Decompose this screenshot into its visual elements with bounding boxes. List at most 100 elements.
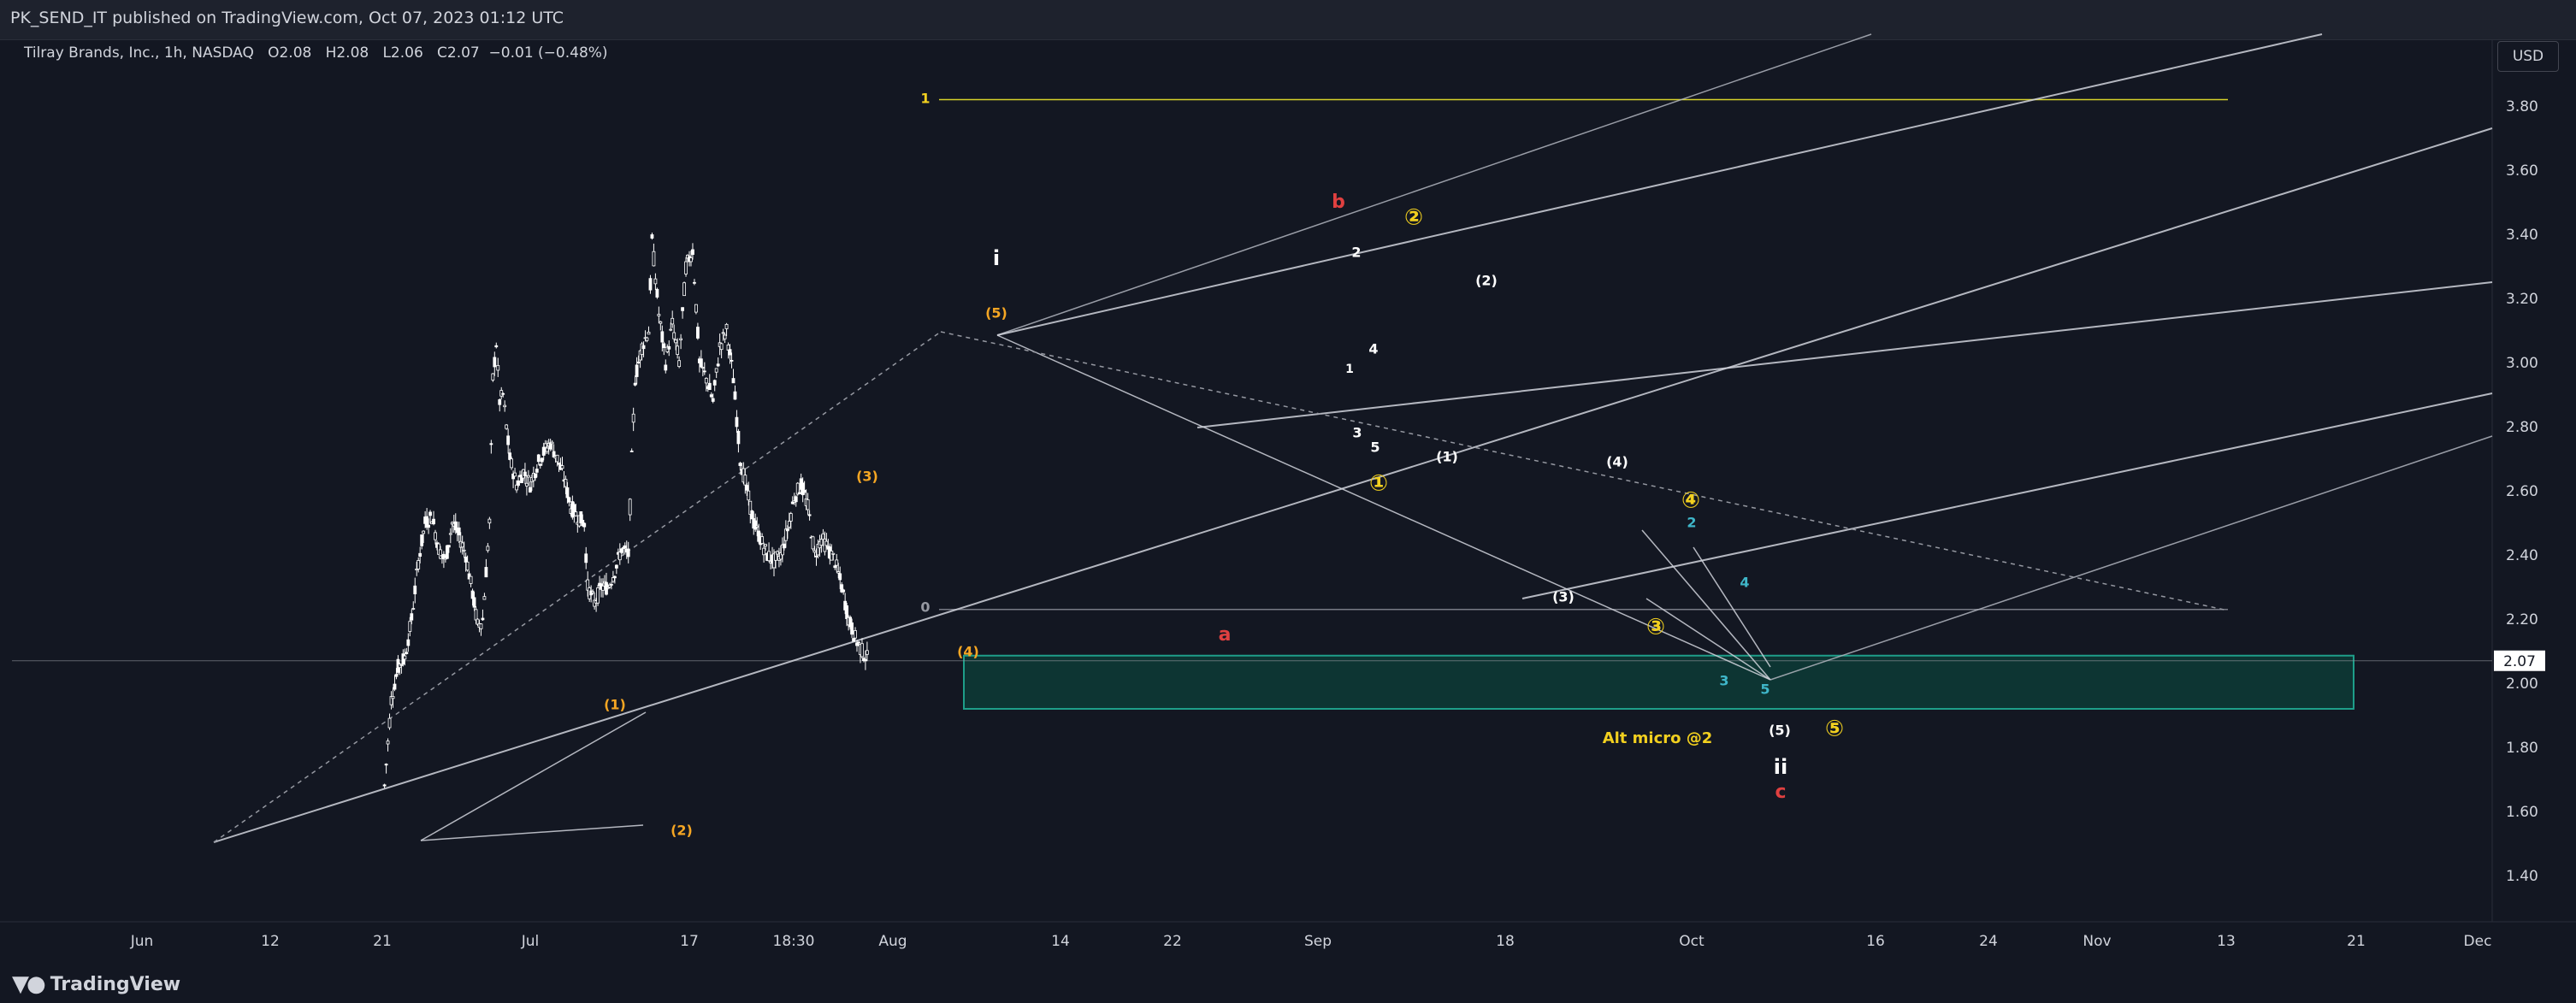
candle-body — [406, 639, 411, 646]
candle-body — [802, 490, 806, 493]
candle-body — [857, 641, 860, 644]
tradingview-logo[interactable]: ▼● TradingView — [12, 971, 180, 997]
x-tick-label: Jun — [130, 933, 154, 950]
candle-body — [648, 278, 653, 291]
candle-body — [659, 321, 663, 324]
open-label: O — [268, 44, 280, 62]
candle-body — [704, 377, 708, 384]
high-value: 2.08 — [336, 44, 369, 62]
candle-body — [682, 282, 686, 297]
candle-body — [513, 472, 517, 477]
candle-body — [481, 617, 485, 621]
candle-body — [387, 717, 392, 729]
candle-body — [543, 443, 547, 448]
candle-body — [494, 345, 499, 348]
candle-body — [631, 413, 635, 423]
candle-body — [794, 496, 798, 503]
currency-button[interactable]: USD — [2497, 41, 2559, 72]
candle-body — [552, 451, 556, 457]
candle-body — [707, 382, 712, 391]
candle-body — [755, 525, 759, 528]
candle-body — [669, 328, 673, 331]
y-tick-label: 3.60 — [2506, 162, 2538, 180]
candle-body — [523, 471, 527, 476]
candle-body — [747, 490, 751, 501]
candle-body — [641, 345, 646, 350]
trend-line — [1641, 529, 1771, 681]
x-tick-label: 24 — [1979, 933, 1998, 950]
candle-body — [864, 658, 867, 662]
x-tick-label: 12 — [261, 933, 280, 950]
candle-body — [681, 307, 684, 311]
candle-body — [465, 561, 470, 571]
candle-body — [833, 565, 837, 569]
y-tick-label: 2.40 — [2506, 547, 2538, 564]
y-tick-label: 3.00 — [2506, 355, 2538, 372]
candle-body — [764, 544, 767, 547]
x-tick-label: 22 — [1163, 933, 1182, 950]
x-tick-label: Oct — [1679, 933, 1705, 950]
trend-line — [420, 824, 644, 841]
wave-label: (5) — [1769, 723, 1791, 739]
candle-body — [700, 367, 705, 369]
candle-body — [510, 458, 513, 469]
candle-body — [831, 552, 836, 555]
candle-body — [410, 613, 414, 621]
candle-body — [691, 249, 694, 256]
wave-label: (2) — [1475, 273, 1498, 289]
candle-body — [728, 349, 732, 356]
candle-body — [689, 257, 693, 263]
candle-body — [852, 638, 855, 642]
trend-line — [1770, 435, 2493, 681]
wave-label: (5) — [985, 305, 1007, 322]
candle-body — [662, 343, 666, 349]
price-series — [382, 233, 869, 788]
candle-body — [814, 555, 818, 558]
candle-body — [445, 545, 449, 559]
candle-body — [714, 368, 718, 373]
y-tick-label: 2.60 — [2506, 483, 2538, 500]
candle-body — [538, 463, 542, 466]
trend-line — [996, 33, 1872, 336]
candle-body — [515, 484, 518, 491]
candle-body — [645, 337, 649, 341]
candle-body — [702, 370, 706, 373]
candle-body — [819, 539, 824, 546]
candle-body — [408, 621, 412, 632]
wave-label: ii — [1774, 755, 1787, 779]
candle-body — [453, 521, 458, 531]
symbol-name: Tilray Brands, Inc., 1h, NASDAQ — [24, 44, 254, 62]
candle-body — [525, 482, 529, 487]
candle-body — [836, 571, 841, 574]
candle-body — [633, 382, 637, 386]
x-tick-label: Dec — [2464, 933, 2492, 950]
candle-body — [399, 664, 404, 666]
x-tick-label: 18 — [1496, 933, 1515, 950]
wave-label: 4 — [1368, 341, 1378, 357]
candle-body — [617, 552, 622, 561]
trend-line — [996, 33, 2323, 336]
candle-body — [653, 278, 658, 285]
candle-body — [745, 485, 749, 491]
grid — [0, 39, 2576, 923]
candle-body — [684, 261, 688, 274]
candle-body — [498, 398, 502, 405]
footer — [0, 965, 2576, 1003]
candle-body — [574, 511, 578, 516]
wave-label: (1) — [604, 697, 626, 713]
candle-body — [472, 597, 476, 608]
y-tick-label: 3.20 — [2506, 291, 2538, 308]
candle-body — [541, 446, 546, 456]
candle-body — [508, 452, 512, 460]
candle-body — [596, 587, 600, 604]
candle-body — [626, 548, 630, 558]
candle-body — [601, 585, 605, 591]
trend-line — [1521, 392, 2493, 599]
candle-body — [382, 784, 387, 787]
close-label: C — [437, 44, 447, 62]
candle-body — [517, 480, 520, 486]
x-tick-label: Sep — [1304, 933, 1332, 950]
candle-body — [384, 764, 388, 766]
top-bar: PK_SEND_IT published on TradingView.com,… — [0, 0, 2576, 40]
